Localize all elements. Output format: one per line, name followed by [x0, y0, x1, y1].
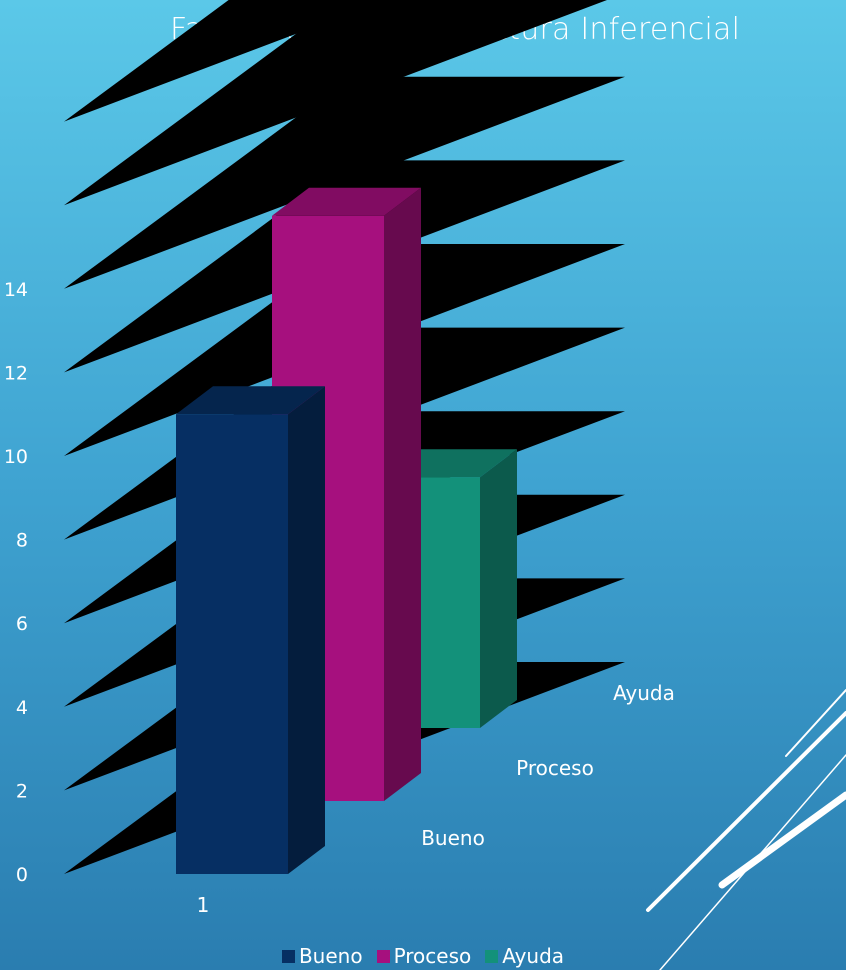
x-axis-category-labels: 1: [197, 893, 210, 917]
y-tick-label: 14: [4, 279, 28, 301]
bar-top-face: [176, 386, 325, 415]
y-tick-label: 2: [16, 780, 28, 802]
accent-line: [718, 791, 846, 889]
chart-bars: [176, 187, 517, 874]
legend-item-ayuda: Ayuda: [485, 944, 564, 968]
gridline: [64, 0, 386, 122]
bar-side-face: [480, 449, 517, 728]
series-depth-labels: Bueno Proceso Ayuda: [421, 681, 675, 850]
bar-top-face: [272, 187, 421, 216]
bar-front-face: [176, 414, 288, 874]
legend-swatch: [376, 949, 390, 963]
depth-label-ayuda: Ayuda: [613, 681, 675, 705]
gridline: [64, 76, 625, 289]
legend-label: Proceso: [393, 944, 472, 968]
bar-bueno: [176, 386, 325, 874]
bar-side-face: [288, 386, 325, 874]
chart-legend: Bueno Proceso Ayuda: [0, 944, 846, 968]
depth-label-bueno: Bueno: [421, 826, 485, 850]
bar-side-face: [384, 187, 421, 802]
depth-label-proceso: Proceso: [516, 756, 594, 780]
y-tick-label: 4: [16, 697, 28, 719]
y-tick-label: 8: [16, 530, 28, 552]
y-tick-label: 0: [16, 864, 28, 886]
legend-item-bueno: Bueno: [281, 944, 363, 968]
gridline: [64, 0, 608, 206]
y-axis-tick-labels: 0 2 4 6 8 10 12 14: [4, 279, 28, 886]
legend-swatch: [485, 949, 499, 963]
legend-item-proceso: Proceso: [376, 944, 472, 968]
legend-label: Bueno: [298, 944, 363, 968]
y-tick-label: 12: [4, 362, 28, 384]
legend-label: Ayuda: [502, 944, 565, 968]
accent-line: [785, 689, 846, 757]
legend-swatch: [281, 949, 295, 963]
category-label: 1: [197, 893, 210, 917]
y-tick-label: 6: [16, 613, 28, 635]
y-tick-label: 10: [4, 446, 28, 468]
accent-line: [646, 711, 846, 912]
decorative-lines: [646, 689, 846, 970]
